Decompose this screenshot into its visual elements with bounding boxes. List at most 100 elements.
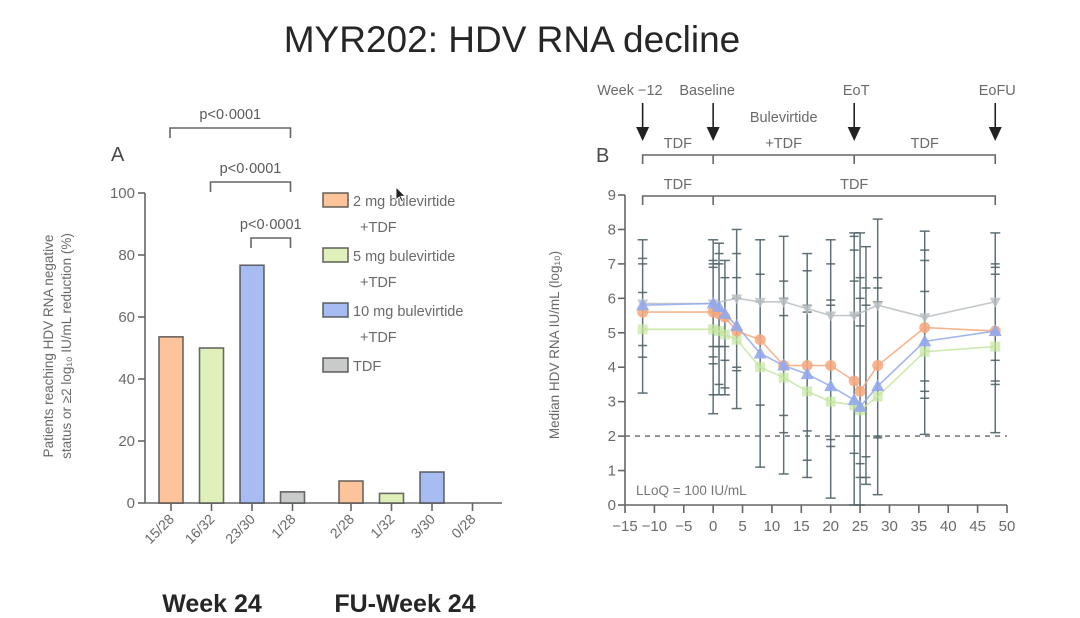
panel-b-x-tick-label: 10 — [764, 518, 781, 535]
slide-title: MYR202: HDV RNA decline — [284, 19, 741, 60]
panel-a-y-axis-label-line-2: status or ≥2 log₁₀ IU/mL reduction (%) — [59, 233, 74, 459]
timeline-marker-label: EoT — [843, 83, 870, 99]
timeline-marker-label: EoFU — [979, 83, 1016, 99]
group-caption-fu-week-24: FU-Week 24 — [334, 590, 475, 618]
data-point-10-mg-bulevirtide-tdf — [847, 392, 861, 405]
group-caption-week-24: Week 24 — [162, 590, 262, 618]
panel-a-y-axis-label-line-1: Patients reaching HDV RNA negative — [41, 235, 56, 458]
panel-b-x-tick-label: 25 — [852, 518, 869, 535]
bar-10-mg-bulevirtide-tdf-week-24 — [239, 264, 265, 504]
data-point-10-mg-bulevirtide-tdf — [636, 298, 650, 311]
legend-item-5-mg-bulevirtide-tdf: 5 mg bulevirtide +TDF — [322, 247, 455, 291]
data-point-10-mg-bulevirtide-tdf — [988, 324, 1002, 337]
treatment-row-2: TDF TDF — [641, 177, 997, 205]
timeline-marker-baseline: Baseline — [679, 83, 735, 141]
bar-10-mg-bulevirtide-tdf-fu-week-24 — [419, 471, 445, 504]
panel-b-x-tick-label: 35 — [911, 518, 928, 535]
panel-b-y-tick-label: 1 — [608, 463, 616, 480]
panel-a-label: A — [111, 144, 125, 166]
significance-bracket — [209, 181, 292, 192]
data-point-2-mg-bulevirtide-tdf — [854, 385, 866, 397]
p-value-label: p<0·0001 — [240, 217, 302, 233]
significance-bracket — [250, 237, 292, 248]
data-point-10-mg-bulevirtide-tdf — [718, 306, 732, 319]
legend-label: +TDF — [360, 220, 397, 236]
data-point-10-mg-bulevirtide-tdf — [853, 399, 867, 412]
data-point-tdf — [778, 297, 790, 308]
bar-5-mg-bulevirtide-tdf-fu-week-24 — [378, 492, 405, 504]
data-point-5-mg-bulevirtide-tdf — [714, 326, 725, 337]
data-point-5-mg-bulevirtide-tdf — [990, 341, 1001, 352]
legend-item-tdf: TDF — [322, 357, 381, 375]
treatment-row-1: TDF Bulevirtide +TDF TDF — [641, 110, 997, 164]
panel-a-significance-brackets: p<0·0001 p<0·0001 p<0·0001 — [169, 107, 302, 248]
panel-b-y-tick-label: 3 — [608, 394, 616, 411]
data-point-tdf — [754, 297, 766, 308]
data-point-tdf — [919, 313, 931, 324]
data-point-tdf — [825, 311, 837, 322]
data-point-2-mg-bulevirtide-tdf — [754, 334, 766, 346]
timeline-marker-week-12: Week −12 — [597, 83, 663, 141]
treatment-label: TDF — [840, 177, 868, 193]
panel-a-y-tick-label: 100 — [110, 185, 135, 202]
mouse-cursor-icon — [395, 185, 407, 203]
down-arrow-icon — [636, 127, 650, 141]
significance-bracket — [169, 127, 292, 138]
panel-b-x-tick-label: 0 — [709, 518, 717, 535]
data-point-5-mg-bulevirtide-tdf — [708, 324, 719, 335]
data-point-5-mg-bulevirtide-tdf — [755, 362, 766, 373]
bar-2-mg-bulevirtide-tdf-fu-week-24 — [338, 480, 364, 504]
panel-b-x-tick-label: −5 — [675, 518, 692, 535]
panel-b-timeline: Week −12 Baseline EoT EoFU TDF Bulevirtide +TD… — [597, 83, 1016, 205]
panel-b-x-tick-label: 30 — [881, 518, 898, 535]
panel-b-x-tick-label: −10 — [642, 518, 667, 535]
legend-label: TDF — [353, 359, 381, 375]
data-point-10-mg-bulevirtide-tdf — [824, 379, 838, 392]
treatment-label: TDF — [664, 136, 692, 152]
panel-a-y-tick-label: 60 — [118, 309, 135, 326]
panel-b-x-tick-label: −15 — [612, 518, 637, 535]
panel-b-y-tick-label: 2 — [608, 428, 616, 445]
bar-5-mg-bulevirtide-tdf-week-24 — [198, 347, 225, 504]
timeline-marker-eot: EoT — [843, 83, 870, 141]
panel-a-y-tick-label: 20 — [118, 433, 135, 450]
data-point-5-mg-bulevirtide-tdf — [802, 386, 813, 397]
down-arrow-icon — [988, 127, 1002, 141]
panel-a-bar-chart: A Patients reaching HDV RNA negative sta… — [41, 107, 502, 618]
bar-tdf-week-24 — [279, 491, 306, 504]
data-point-2-mg-bulevirtide-tdf — [919, 322, 931, 334]
panel-a-y-tick-label: 80 — [118, 247, 135, 264]
data-point-5-mg-bulevirtide-tdf — [731, 334, 742, 345]
panel-a-y-tick-label: 40 — [118, 371, 135, 388]
error-bar — [860, 245, 871, 486]
panel-b-line-chart: B Median HDV RNA IU/mL (log₁₀) Week −12 B… — [547, 83, 1016, 535]
data-point-10-mg-bulevirtide-tdf — [777, 358, 791, 371]
timeline-marker-eofu: EoFU — [979, 83, 1016, 141]
data-point-tdf — [731, 294, 743, 305]
bar-2-mg-bulevirtide-tdf-week-24 — [158, 336, 184, 504]
data-point-5-mg-bulevirtide-tdf — [825, 396, 836, 407]
data-point-2-mg-bulevirtide-tdf — [825, 360, 837, 371]
series-10-mg-bulevirtide-tdf — [636, 296, 1002, 412]
lloq-annotation: LLoQ = 100 IU/mL — [636, 483, 747, 498]
data-point-tdf — [848, 311, 860, 322]
legend-swatch — [322, 357, 349, 373]
treatment-label: +TDF — [765, 136, 802, 152]
data-point-5-mg-bulevirtide-tdf — [719, 329, 730, 340]
data-point-2-mg-bulevirtide-tdf — [801, 360, 813, 371]
data-point-10-mg-bulevirtide-tdf — [712, 299, 726, 312]
legend-swatch — [322, 192, 349, 208]
panel-b-label: B — [596, 145, 609, 167]
error-bar — [719, 259, 730, 396]
data-point-5-mg-bulevirtide-tdf — [778, 372, 789, 383]
legend-swatch — [322, 302, 349, 318]
panel-b-x-tick-label: 5 — [738, 518, 746, 535]
legend-label: 10 mg bulevirtide — [353, 304, 463, 320]
panel-b-x-tick-label: 40 — [940, 518, 957, 535]
data-point-5-mg-bulevirtide-tdf — [872, 391, 883, 402]
p-value-label: p<0·0001 — [220, 161, 282, 177]
panel-b-x-tick-label: 15 — [793, 518, 810, 535]
down-arrow-icon — [847, 127, 861, 141]
timeline-marker-label: Baseline — [679, 83, 735, 99]
